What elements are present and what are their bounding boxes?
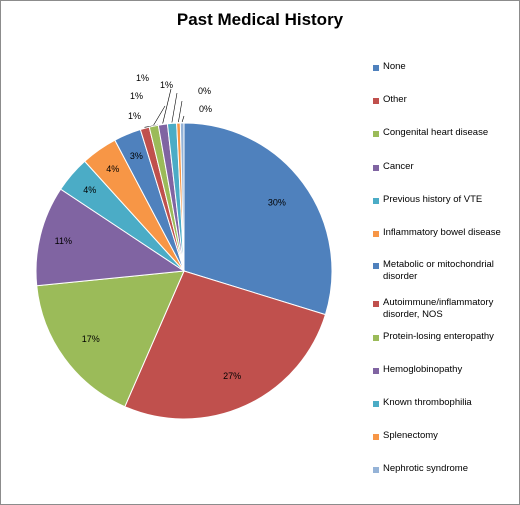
legend-swatch bbox=[373, 335, 379, 341]
slice-percent-label: 27% bbox=[223, 371, 241, 381]
legend-item: Previous history of VTE bbox=[373, 194, 519, 206]
slice-percent-label: 4% bbox=[83, 185, 96, 195]
slice-percent-label: 3% bbox=[130, 151, 143, 161]
pie-slice-1 bbox=[183, 122, 333, 316]
legend-label: Previous history of VTE bbox=[383, 194, 483, 205]
legend-swatch bbox=[373, 165, 379, 171]
legend-label: Hemoglobinopathy bbox=[383, 364, 463, 375]
legend-label: Other bbox=[383, 94, 407, 105]
pie-slice-2 bbox=[124, 270, 327, 420]
legend-item: Known thrombophilia bbox=[373, 397, 519, 409]
legend-item: None bbox=[373, 61, 519, 73]
slice-percent-label: 1% bbox=[130, 91, 143, 101]
legend-swatch bbox=[373, 263, 379, 269]
leader-line bbox=[178, 100, 183, 123]
legend-item: Inflammatory bowel disease bbox=[373, 227, 519, 239]
slice-percent-label: 1% bbox=[136, 73, 149, 83]
legend-item: Cancer bbox=[373, 161, 519, 173]
legend-label: Nephrotic syndrome bbox=[383, 463, 469, 474]
slice-percent-label: 1% bbox=[128, 111, 141, 121]
leader-line bbox=[162, 88, 172, 124]
legend-swatch bbox=[373, 231, 379, 237]
legend-swatch bbox=[373, 65, 379, 71]
legend-swatch bbox=[373, 98, 379, 104]
slice-percent-label: 1% bbox=[160, 80, 173, 90]
legend-item: Nephrotic syndrome bbox=[373, 463, 519, 475]
leader-line bbox=[181, 115, 185, 123]
slice-percent-label: 30% bbox=[268, 197, 286, 207]
legend-swatch bbox=[373, 301, 379, 307]
slice-percent-label: 17% bbox=[82, 334, 100, 344]
chart-title: Past Medical History bbox=[176, 10, 344, 29]
legend-label: Protein-losing enteropathy bbox=[383, 331, 494, 342]
legend-swatch bbox=[373, 434, 379, 440]
legend-item: Autoimmune/inflammatory disorder, NOS bbox=[373, 297, 519, 321]
legend-label: Autoimmune/inflammatory disorder, NOS bbox=[383, 297, 494, 320]
pie-slice-13 bbox=[179, 122, 185, 272]
legend-label: None bbox=[383, 61, 406, 72]
slice-percent-label: 4% bbox=[106, 164, 119, 174]
legend-label: Cancer bbox=[383, 161, 414, 172]
legend-label: Metabolic or mitochondrial disorder bbox=[383, 259, 494, 282]
leader-line bbox=[153, 105, 166, 126]
legend-label: Known thrombophilia bbox=[383, 397, 472, 408]
legend-label: Splenectomy bbox=[383, 430, 438, 441]
pie-slice-4 bbox=[35, 188, 186, 287]
legend-item: Hemoglobinopathy bbox=[373, 364, 519, 376]
slice-percent-label: 0% bbox=[198, 86, 211, 96]
legend-label: Congenital heart disease bbox=[383, 127, 489, 138]
legend-item: Splenectomy bbox=[373, 430, 519, 442]
legend-swatch bbox=[373, 401, 379, 407]
legend-label: Inflammatory bowel disease bbox=[383, 227, 501, 238]
legend-item: Metabolic or mitochondrial disorder bbox=[373, 259, 519, 283]
leader-line bbox=[171, 92, 178, 123]
legend-swatch bbox=[373, 131, 379, 137]
slice-percent-label: 0% bbox=[199, 104, 212, 114]
pie-slice-3 bbox=[36, 270, 185, 408]
legend-swatch bbox=[373, 368, 379, 374]
slice-percent-label: 11% bbox=[55, 236, 72, 246]
legend-swatch bbox=[373, 467, 379, 473]
legend-swatch bbox=[373, 198, 379, 204]
legend-item: Protein-losing enteropathy bbox=[373, 331, 519, 343]
legend-item: Congenital heart disease bbox=[373, 127, 519, 139]
legend-item: Other bbox=[373, 94, 519, 106]
